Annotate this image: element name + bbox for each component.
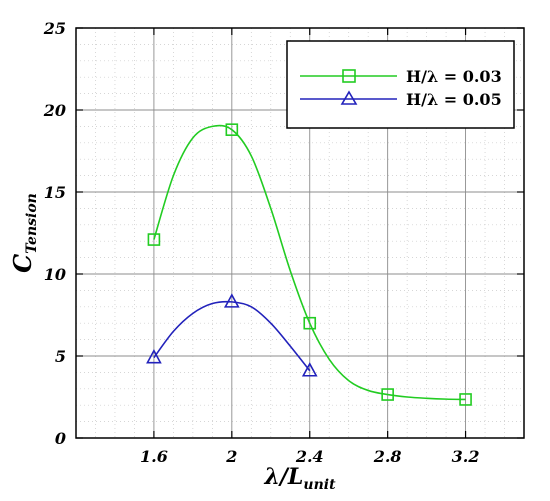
- x-axis-title: λ/Lunit: [263, 464, 336, 493]
- data-point-square: [147, 233, 161, 246]
- x-tick-label: 2: [225, 447, 237, 466]
- data-point-triangle: [146, 348, 162, 364]
- x-tick-label: 2.8: [373, 447, 402, 466]
- y-tick-label: 20: [43, 101, 66, 120]
- x-tick-label: 2.4: [295, 447, 324, 466]
- legend-label-h005: H/λ = 0.05: [406, 90, 502, 109]
- data-point-square: [381, 388, 394, 401]
- legend-marker-h005: [340, 90, 358, 105]
- series-line-0: [153, 124, 466, 401]
- y-tick-label: 5: [55, 347, 66, 366]
- y-tick-label: 15: [44, 183, 66, 202]
- x-tick-label: 3.2: [452, 447, 480, 466]
- data-point-triangle: [223, 293, 240, 308]
- y-tick-label: 10: [44, 265, 66, 284]
- x-axis-title-main: λ/L: [263, 464, 303, 490]
- y-tick-label: 25: [43, 19, 66, 38]
- data-point-triangle: [301, 362, 318, 377]
- x-axis-title-sub: unit: [303, 477, 336, 493]
- data-point-square: [459, 393, 472, 406]
- y-axis-title-sub: Tension: [24, 193, 40, 254]
- legend-marker-h003: [342, 69, 356, 83]
- legend-box: [286, 40, 515, 129]
- y-axis-title: CTension: [8, 193, 40, 273]
- x-tick-label: 1.6: [140, 447, 168, 466]
- legend: H/λ = 0.03 H/λ = 0.05: [286, 40, 515, 129]
- y-tick-label: 0: [55, 429, 66, 448]
- series-line-1: [153, 300, 311, 372]
- plot-frame: [75, 27, 525, 439]
- series-layer: [146, 123, 472, 406]
- data-point-square: [225, 123, 239, 136]
- ticks: [76, 27, 524, 439]
- data-point-square: [303, 316, 317, 330]
- legend-label-h003: H/λ = 0.03: [406, 67, 502, 86]
- y-axis-title-main: C: [8, 254, 37, 273]
- tick-labels: 1.6 2 2.4 2.8 3.2 0 5 10 15 20 25: [43, 19, 480, 466]
